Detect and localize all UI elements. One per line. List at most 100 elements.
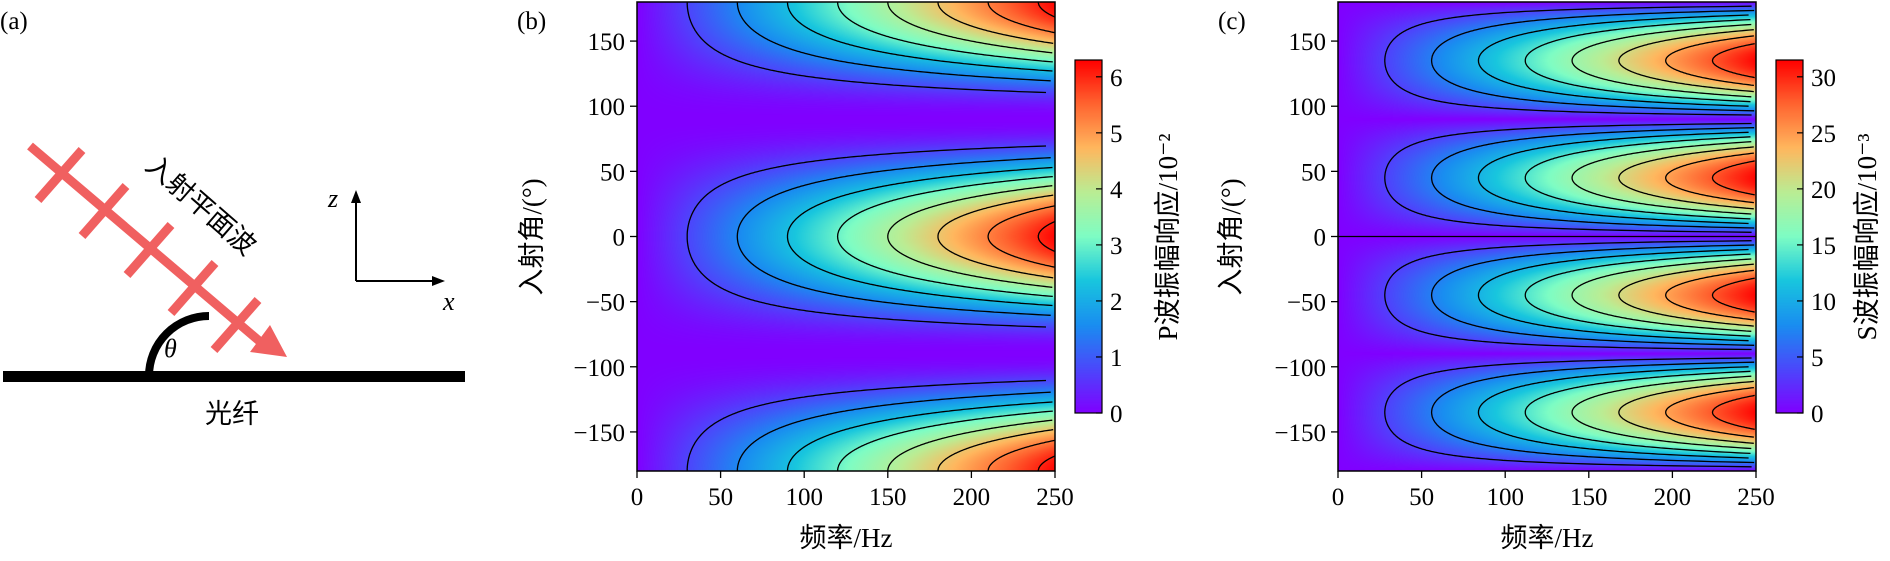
contour-line-c-8: [1711, 160, 1755, 196]
contour-line-b-7: [987, 439, 1055, 471]
y-tick-label: 50: [1301, 159, 1326, 186]
contour-line-c-8: [1711, 277, 1755, 313]
y-tick-label: 150: [1289, 29, 1327, 56]
x-tick-label: 50: [1409, 484, 1434, 511]
colorbar-b: [1075, 60, 1102, 413]
colorbar-tick-label: 20: [1811, 177, 1836, 204]
coordinate-axes-icon: [355, 199, 436, 282]
contour-line-b-4: [836, 236, 1053, 298]
contour-line-c-8: [1711, 394, 1755, 430]
x-tick-label: 50: [708, 484, 733, 511]
contour-line-c-7: [1665, 152, 1754, 204]
contours-c: [1338, 5, 1756, 468]
colorbar-tick-label: 2: [1110, 289, 1123, 316]
contour-line-c-6: [1618, 263, 1754, 327]
colorbar-tick-label: 5: [1110, 121, 1123, 148]
contour-line-c-3: [1477, 248, 1749, 342]
contour-line-b-5: [887, 2, 1053, 54]
x-ticks-c: 0 50 100 150 200 250: [1332, 471, 1775, 511]
contour-line-c-6: [1618, 380, 1754, 444]
colorbar-tick-label: 0: [1811, 401, 1824, 428]
y-tick-label: 100: [1289, 94, 1327, 121]
colorbar-tick-label: 0: [1110, 401, 1123, 428]
contour-line-b-8: [1037, 2, 1055, 18]
contour-line-b-2: [736, 157, 1051, 237]
contour-line-c-7: [1665, 269, 1754, 321]
axis-x-label: x: [442, 287, 455, 316]
y-tick-label: −100: [573, 355, 625, 382]
contour-line-c-2: [1430, 9, 1755, 112]
colorbar-c: [1776, 60, 1803, 413]
contour-line-c-7: [1665, 35, 1754, 87]
x-tick-label: 150: [1570, 484, 1608, 511]
contours-b: [686, 2, 1055, 471]
contour-line-b-3: [786, 401, 1053, 471]
contour-line-c-5: [1571, 258, 1752, 332]
contour-line-b-1: [686, 236, 1047, 328]
axis-z-label: z: [327, 184, 338, 213]
y-tick-label: 50: [600, 159, 625, 186]
x-tick-label: 250: [1737, 484, 1775, 511]
y-axis-label-c: 入射角/(°): [1216, 178, 1246, 295]
y-tick-label: 150: [588, 29, 626, 56]
x-ticks-b: 0 50 100 150 200 250: [631, 471, 1074, 511]
x-axis-label-c: 频率/Hz: [1501, 523, 1594, 553]
contour-line-c-2: [1430, 361, 1755, 464]
contour-line-c-1: [1384, 240, 1752, 351]
contour-line-b-8: [1037, 455, 1055, 471]
panel-c-tag: (c): [1218, 8, 1246, 35]
contour-line-b-4: [836, 2, 1053, 63]
y-tick-label: 0: [613, 225, 626, 252]
contour-line-c-3: [1477, 131, 1749, 225]
contour-line-c-5: [1571, 23, 1752, 98]
y-ticks-b: 150 100 50 0 −50 −100 −150: [573, 29, 637, 447]
contour-line-c-7: [1665, 386, 1754, 438]
wavefront-4: [167, 260, 219, 316]
x-tick-label: 200: [953, 484, 991, 511]
panel-a: (a) 入射平面波 θ 光纤 z x: [0, 8, 465, 429]
x-axis-label-b: 频率/Hz: [800, 523, 893, 553]
contour-line-b-1: [686, 379, 1047, 471]
colorbar-tick-label: 5: [1811, 345, 1824, 372]
y-tick-label: −150: [1274, 420, 1326, 447]
contour-line-b-5: [887, 419, 1053, 471]
panel-c: (c) 0 50 100 150 200 250 150100500−50−100−150…: [1216, 1, 1882, 553]
x-tick-label: 100: [785, 484, 823, 511]
wavefront-2: [78, 183, 130, 239]
contour-line-b-1: [686, 2, 1047, 94]
colorbar-tick-label: 1: [1110, 345, 1123, 372]
contour-line-c-1: [1384, 357, 1752, 468]
y-tick-label: −100: [1274, 355, 1326, 382]
contour-line-b-5: [887, 185, 1053, 237]
colorbar-tick-label: 30: [1811, 65, 1836, 92]
contour-line-c-5: [1571, 375, 1752, 450]
contour-line-b-3: [786, 166, 1053, 237]
fiber-bar: [3, 371, 465, 382]
contour-line-c-4: [1524, 18, 1751, 103]
incident-wave-icon: [27, 142, 267, 353]
colorbar-label-c: S波振幅响应/10⁻³: [1852, 134, 1882, 341]
colorbar-ticks-c: 0 5 10 15 20 25 30: [1797, 65, 1836, 428]
contour-line-b-7: [987, 2, 1055, 34]
colorbar-ticks-b: 0 1 2 3 4 5 6: [1096, 65, 1123, 428]
y-tick-label: −50: [586, 290, 625, 317]
colorbar-tick-label: 4: [1110, 177, 1123, 204]
contour-line-b-4: [836, 410, 1053, 471]
colorbar-frame-b: [1074, 59, 1103, 414]
wavefront-5: [210, 297, 262, 353]
x-tick-label: 0: [1332, 484, 1345, 511]
angle-arc-icon: [145, 312, 210, 377]
contour-line-b-5: [887, 236, 1053, 288]
contour-line-b-8: [1037, 220, 1055, 237]
colorbar-tick-label: 15: [1811, 233, 1836, 260]
panel-a-tag: (a): [0, 8, 28, 35]
contour-line-c-6: [1618, 146, 1754, 210]
angle-symbol: θ: [164, 334, 177, 363]
y-axis-label-b: 入射角/(°): [517, 178, 547, 295]
colorbar-tick-label: 6: [1110, 65, 1123, 92]
wavefront-1: [34, 147, 86, 203]
y-tick-label: −150: [573, 420, 625, 447]
fiber-label: 光纤: [205, 399, 259, 429]
contour-line-c-2: [1430, 244, 1755, 346]
